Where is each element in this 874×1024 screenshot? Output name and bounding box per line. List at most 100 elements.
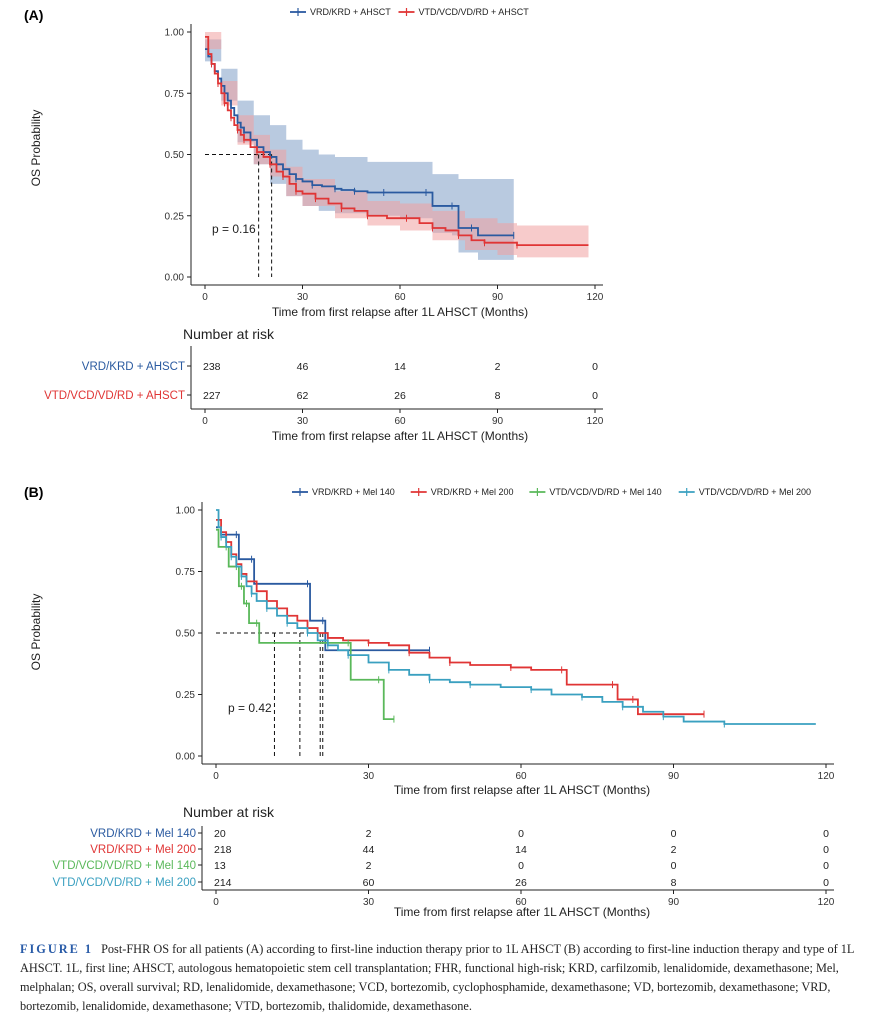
risk-count: 0: [592, 361, 598, 373]
risk-row-label-0: VRD/KRD + Mel 140: [90, 828, 196, 840]
risk-count: 2: [366, 828, 372, 840]
x-tick-label: 90: [492, 292, 504, 303]
legend-label-1: VRD/KRD + Mel 200: [431, 487, 514, 497]
y-tick-label: 0.25: [176, 690, 196, 701]
risk-count: 214: [214, 877, 232, 889]
y-tick-label: 0.50: [165, 150, 185, 161]
risk-x-tick-label: 120: [818, 897, 835, 908]
risk-count: 0: [823, 860, 829, 872]
risk-x-tick-label: 60: [394, 416, 406, 427]
x-tick-label: 120: [587, 292, 604, 303]
panel-b: (B) VRD/KRD + Mel 140 VRD/KRD + Mel 200 VT…: [24, 484, 835, 919]
x-tick-label: 120: [818, 771, 835, 782]
survival-curve-2: [216, 528, 394, 720]
panel-a-label: (A): [24, 7, 43, 23]
risk-row-label-2: VTD/VCD/VD/RD + Mel 140: [53, 860, 196, 872]
panel-b-plot: 0.00 0.25 0.50 0.75 1.00 0 30 60 90 120: [176, 502, 835, 782]
risk-count: 8: [495, 390, 501, 402]
panel-a-xlabel: Time from first relapse after 1L AHSCT (…: [272, 305, 528, 319]
y-tick-label: 0.25: [165, 211, 185, 222]
risk-count: 227: [203, 390, 221, 402]
ci-band-1: [205, 32, 589, 258]
panel-a-risk-table: 0 30 60 90 120 VRD/KRD + AHSCT 238 46 14 2 0 VTD/VC…: [44, 346, 604, 427]
risk-count: 2: [495, 361, 501, 373]
panel-a-risk-title: Number at risk: [183, 326, 275, 342]
panel-b-xlabel: Time from first relapse after 1L AHSCT (…: [394, 783, 650, 797]
risk-x-tick-label: 90: [668, 897, 680, 908]
x-tick-label: 90: [668, 771, 680, 782]
risk-count: 2: [671, 844, 677, 856]
legend-label-0: VRD/KRD + AHSCT: [310, 7, 391, 17]
x-tick-label: 30: [297, 292, 309, 303]
risk-x-tick-label: 120: [587, 416, 604, 427]
panel-b-legend: VRD/KRD + Mel 140 VRD/KRD + Mel 200 VTD/VC…: [292, 487, 811, 497]
risk-count: 26: [394, 390, 406, 402]
y-tick-label: 0.50: [176, 629, 196, 640]
risk-count: 26: [515, 877, 527, 889]
risk-count: 13: [214, 860, 226, 872]
caption-text: Post-FHR OS for all patients (A) accordi…: [20, 942, 854, 1013]
x-tick-label: 0: [202, 292, 208, 303]
risk-count: 0: [823, 877, 829, 889]
risk-count: 60: [363, 877, 375, 889]
panel-a-risk-xlabel: Time from first relapse after 1L AHSCT (…: [272, 429, 528, 443]
panel-a: (A) VRD/KRD + AHSCT VTD/VCD/VD/RD + AHSCT…: [24, 7, 604, 443]
legend-label-3: VTD/VCD/VD/RD + Mel 200: [699, 487, 811, 497]
legend-label-1: VTD/VCD/VD/RD + AHSCT: [419, 7, 530, 17]
risk-count: 0: [592, 390, 598, 402]
risk-row-label-1: VRD/KRD + Mel 200: [90, 844, 196, 856]
panel-b-label: (B): [24, 484, 43, 500]
risk-x-tick-label: 30: [297, 416, 309, 427]
legend-label-0: VRD/KRD + Mel 140: [312, 487, 395, 497]
risk-count: 0: [671, 828, 677, 840]
panel-a-plot: 0.00 0.25 0.50 0.75 1.00 0 30 60 90 120: [165, 24, 604, 303]
figure-caption: FIGURE 1 Post-FHR OS for all patients (A)…: [20, 940, 860, 1016]
x-tick-label: 60: [515, 771, 527, 782]
risk-count: 0: [518, 828, 524, 840]
panel-a-ylabel: OS Probability: [29, 110, 43, 187]
y-tick-label: 0.00: [176, 752, 196, 763]
risk-count: 8: [671, 877, 677, 889]
risk-count: 2: [366, 860, 372, 872]
risk-row-label-3: VTD/VCD/VD/RD + Mel 200: [53, 877, 196, 889]
y-tick-label: 1.00: [176, 506, 196, 517]
risk-row-label-1: VTD/VCD/VD/RD + AHSCT: [44, 390, 185, 402]
risk-count: 0: [518, 860, 524, 872]
panel-b-ylabel: OS Probability: [29, 594, 43, 671]
survival-curve-0: [216, 526, 430, 652]
panel-b-pvalue: p = 0.42: [228, 701, 272, 715]
risk-count: 46: [297, 361, 309, 373]
y-tick-label: 0.75: [176, 567, 196, 578]
risk-count: 14: [515, 844, 527, 856]
risk-count: 14: [394, 361, 406, 373]
risk-x-tick-label: 90: [492, 416, 504, 427]
risk-count: 238: [203, 361, 221, 373]
panel-b-risk-title: Number at risk: [183, 804, 275, 820]
risk-count: 0: [823, 844, 829, 856]
x-tick-label: 0: [213, 771, 219, 782]
risk-count: 20: [214, 828, 226, 840]
risk-count: 62: [297, 390, 309, 402]
caption-label: FIGURE 1: [20, 942, 94, 956]
survival-curve-3: [216, 509, 816, 725]
survival-curve-1: [216, 518, 704, 716]
risk-x-tick-label: 0: [213, 897, 219, 908]
panel-b-risk-xlabel: Time from first relapse after 1L AHSCT (…: [394, 905, 650, 919]
risk-count: 44: [363, 844, 375, 856]
risk-x-tick-label: 60: [515, 897, 527, 908]
y-tick-label: 1.00: [165, 28, 185, 39]
y-tick-label: 0.00: [165, 273, 185, 284]
risk-count: 0: [823, 828, 829, 840]
risk-x-tick-label: 0: [202, 416, 208, 427]
panel-a-pvalue: p = 0.16: [212, 222, 256, 236]
risk-count: 218: [214, 844, 232, 856]
legend-label-2: VTD/VCD/VD/RD + Mel 140: [549, 487, 661, 497]
figure-canvas: (A) VRD/KRD + AHSCT VTD/VCD/VD/RD + AHSCT…: [24, 7, 835, 919]
y-tick-label: 0.75: [165, 89, 185, 100]
ci-band-0: [205, 39, 514, 260]
risk-x-tick-label: 30: [363, 897, 375, 908]
risk-count: 0: [671, 860, 677, 872]
panel-a-legend: VRD/KRD + AHSCT VTD/VCD/VD/RD + AHSCT: [290, 7, 529, 17]
x-tick-label: 30: [363, 771, 375, 782]
